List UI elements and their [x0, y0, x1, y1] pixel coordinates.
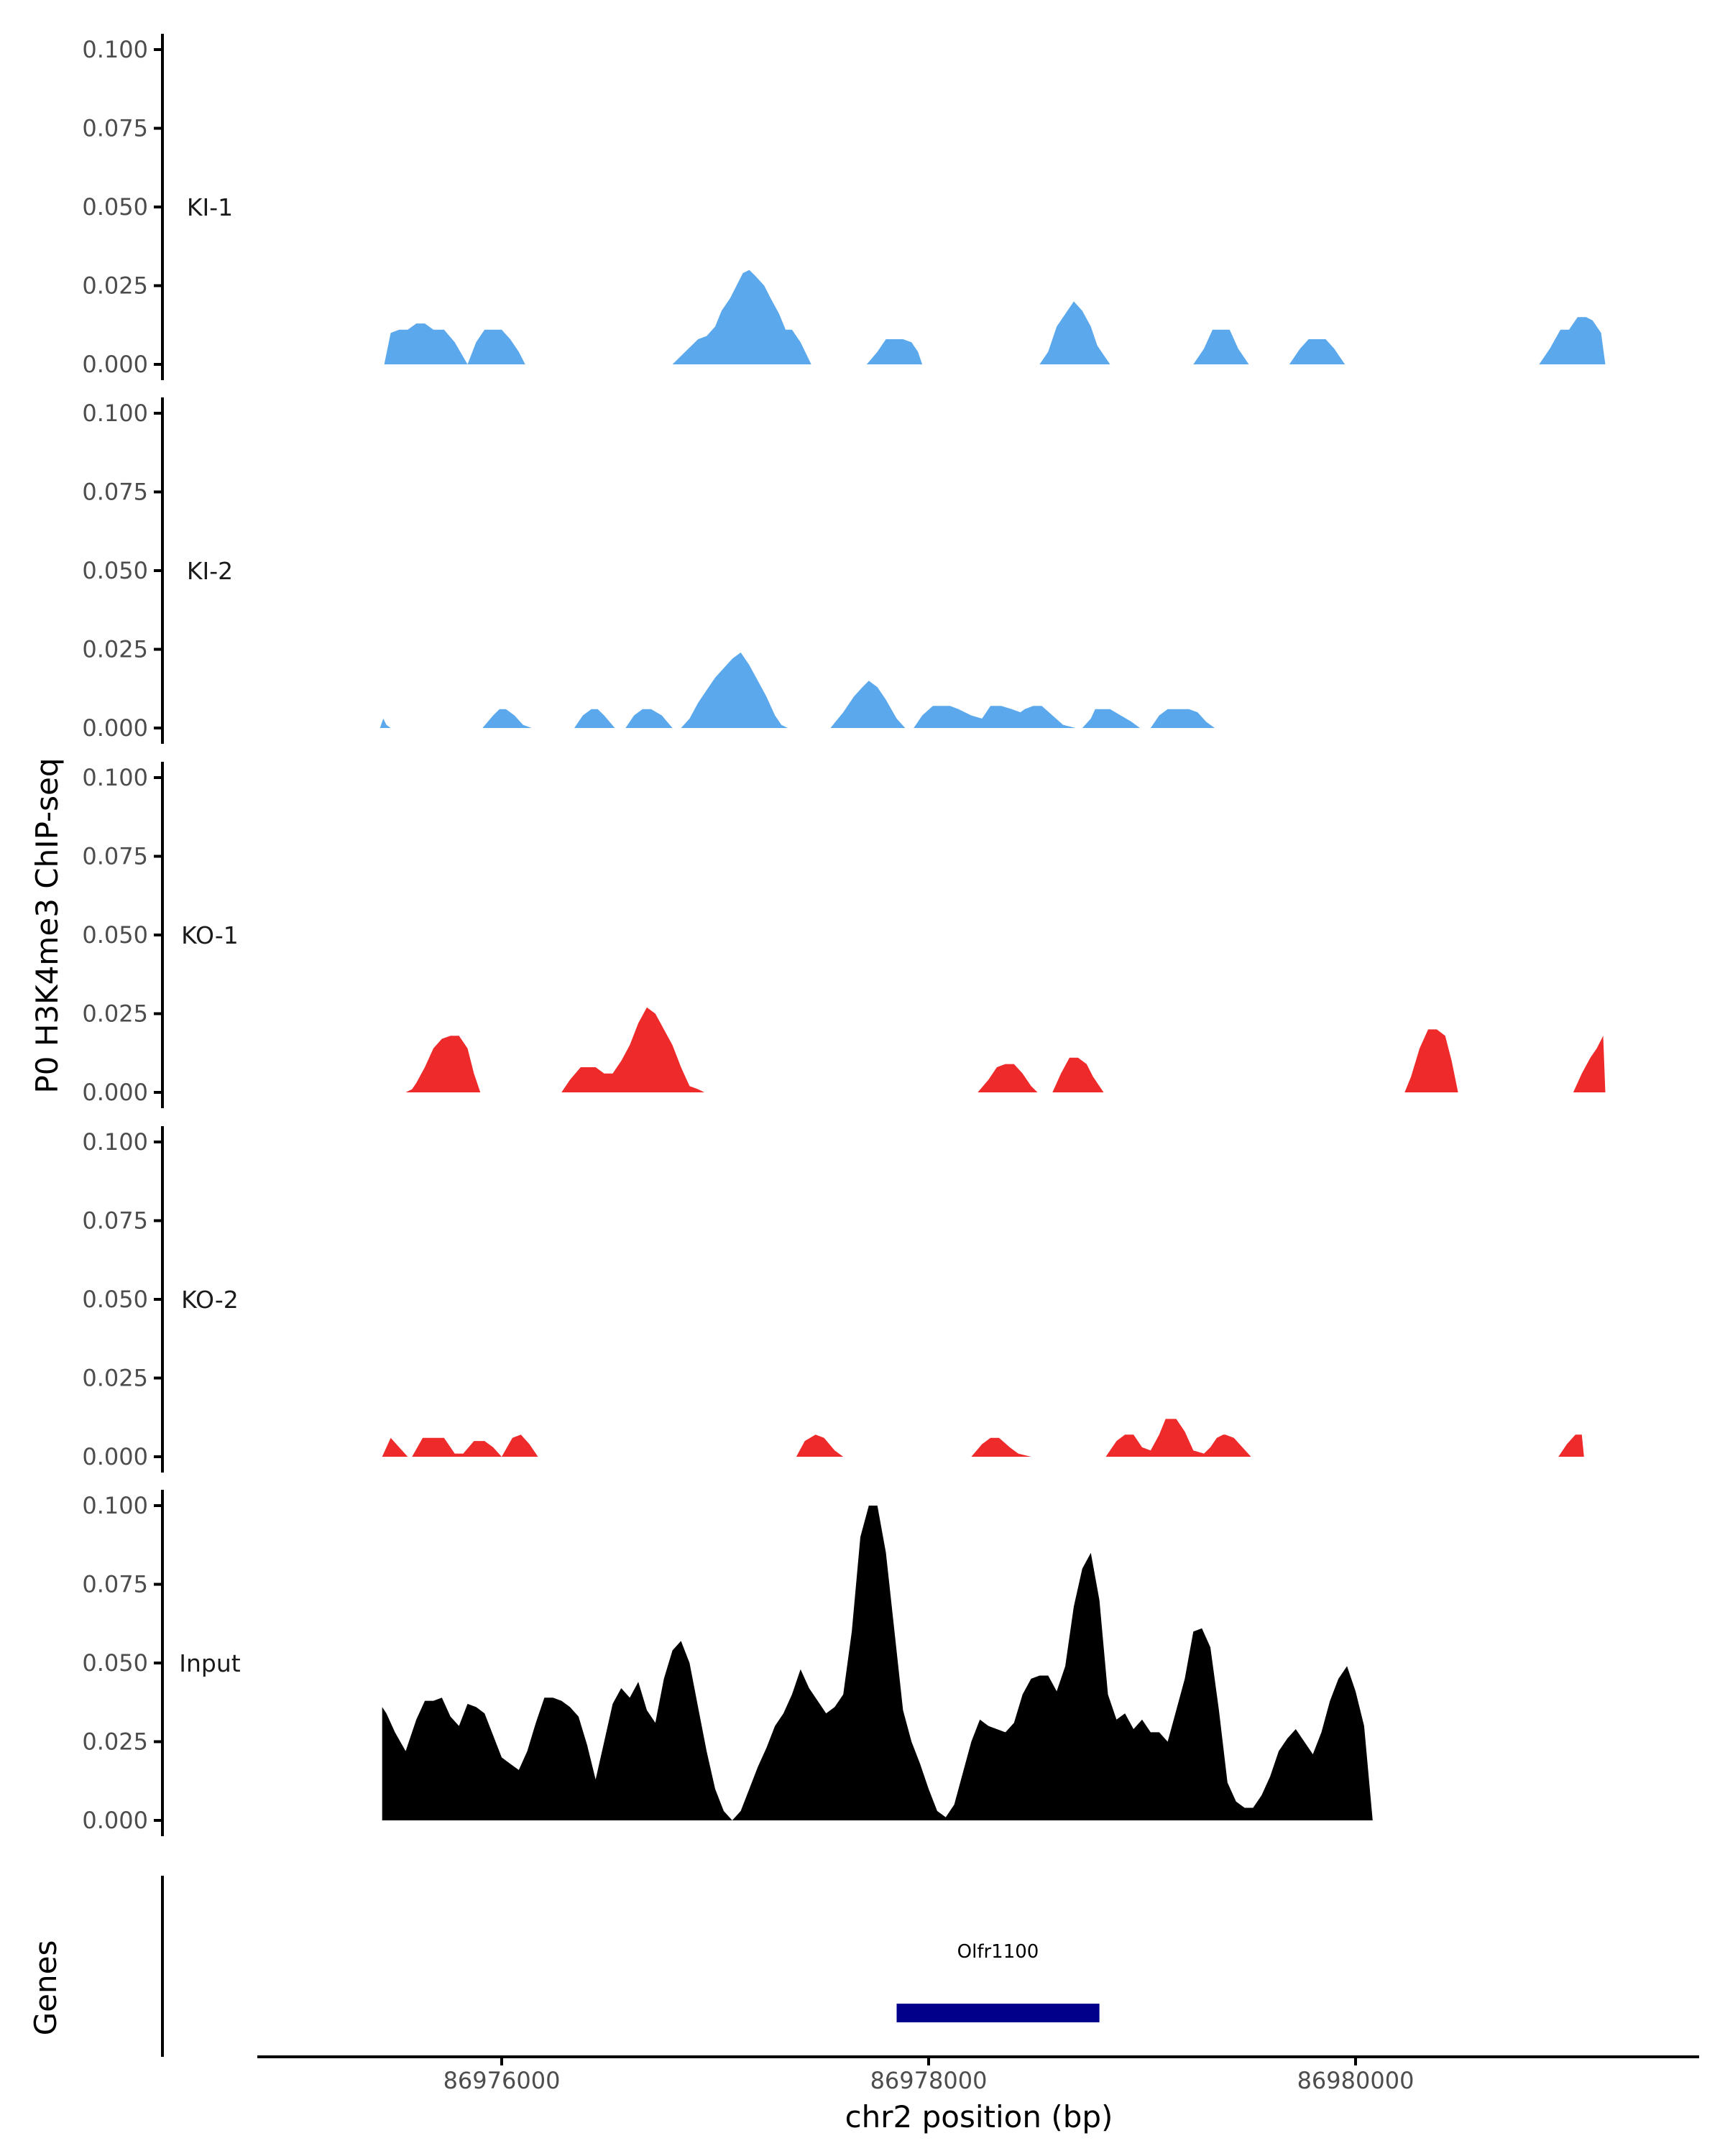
signal-area-input [382, 1506, 1604, 1820]
y-tick-label: 0.075 [82, 1207, 148, 1235]
track-label-ki-2: KI-2 [187, 557, 233, 585]
tracks-layer: 0.0000.0250.0500.0750.100KI-10.0000.0250… [82, 34, 1606, 1836]
y-tick-label: 0.025 [82, 1728, 148, 1756]
track-ki-2: 0.000 0.025 0.050 0.075 0.100 KI-2 [82, 397, 1236, 744]
x-tick-label: 86978000 [870, 2067, 988, 2094]
genes-label: Genes [28, 1940, 63, 2036]
y-tick-label: 0.050 [82, 921, 148, 949]
y-tick-label: 0.050 [82, 1286, 148, 1313]
track-ko-1: 0.000 0.025 0.050 0.075 0.100 KO-1 [82, 762, 1606, 1108]
y-tick-label: 0.075 [82, 843, 148, 870]
track-label-input: Input [179, 1649, 241, 1677]
x-axis-title: chr2 position (bp) [845, 2099, 1113, 2134]
track-label-ki-1: KI-1 [187, 193, 233, 221]
signal-area-ki-2 [380, 652, 1236, 728]
genes-panel: Olfr1100 Genes [28, 1876, 1699, 2058]
x-tick-label: 86980000 [1297, 2067, 1414, 2094]
gene-body-olfr1100 [896, 2004, 1100, 2022]
gene-label: Olfr1100 [957, 1941, 1039, 1963]
x-axis: 86976000 86978000 86980000 [443, 2057, 1414, 2094]
y-tick-label: 0.050 [82, 1649, 148, 1677]
signal-area-ko-1 [384, 1007, 1606, 1092]
y-tick-label: 0.000 [82, 1079, 148, 1106]
signal-area-ki-1 [384, 270, 1606, 364]
y-tick-label: 0.050 [82, 557, 148, 584]
y-tick-label: 0.025 [82, 1000, 148, 1028]
y-tick-label: 0.075 [82, 1571, 148, 1598]
signal-area-ko-2 [382, 1419, 1584, 1457]
y-tick-label: 0.100 [82, 764, 148, 791]
track-ki-1: 0.000 0.025 0.050 0.075 0.100 KI-1 [82, 34, 1606, 380]
y-tick-label: 0.100 [82, 1492, 148, 1519]
y-tick-label: 0.000 [82, 351, 148, 378]
track-ko-2: 0.000 0.025 0.050 0.075 0.100 KO-2 [82, 1126, 1584, 1473]
y-tick-label: 0.000 [82, 1443, 148, 1470]
y-tick-label: 0.025 [82, 1365, 148, 1392]
y-tick-label: 0.100 [82, 1128, 148, 1156]
y-tick-label: 0.075 [82, 115, 148, 142]
y-tick-label: 0.000 [82, 714, 148, 742]
y-tick-label: 0.100 [82, 400, 148, 427]
x-tick-label: 86976000 [443, 2067, 561, 2094]
track-input: 0.000 0.025 0.050 0.075 0.100 Input [82, 1490, 1604, 1836]
track-label-ko-2: KO-2 [181, 1286, 239, 1314]
y-axis-title: P0 H3K4me3 ChIP-seq [29, 757, 65, 1093]
y-tick-label: 0.025 [82, 636, 148, 663]
y-tick-label: 0.075 [82, 479, 148, 506]
track-label-ko-1: KO-1 [181, 921, 239, 949]
y-tick-label: 0.100 [82, 36, 148, 63]
y-tick-label: 0.000 [82, 1807, 148, 1834]
y-tick-label: 0.025 [82, 272, 148, 300]
y-tick-label: 0.050 [82, 193, 148, 221]
